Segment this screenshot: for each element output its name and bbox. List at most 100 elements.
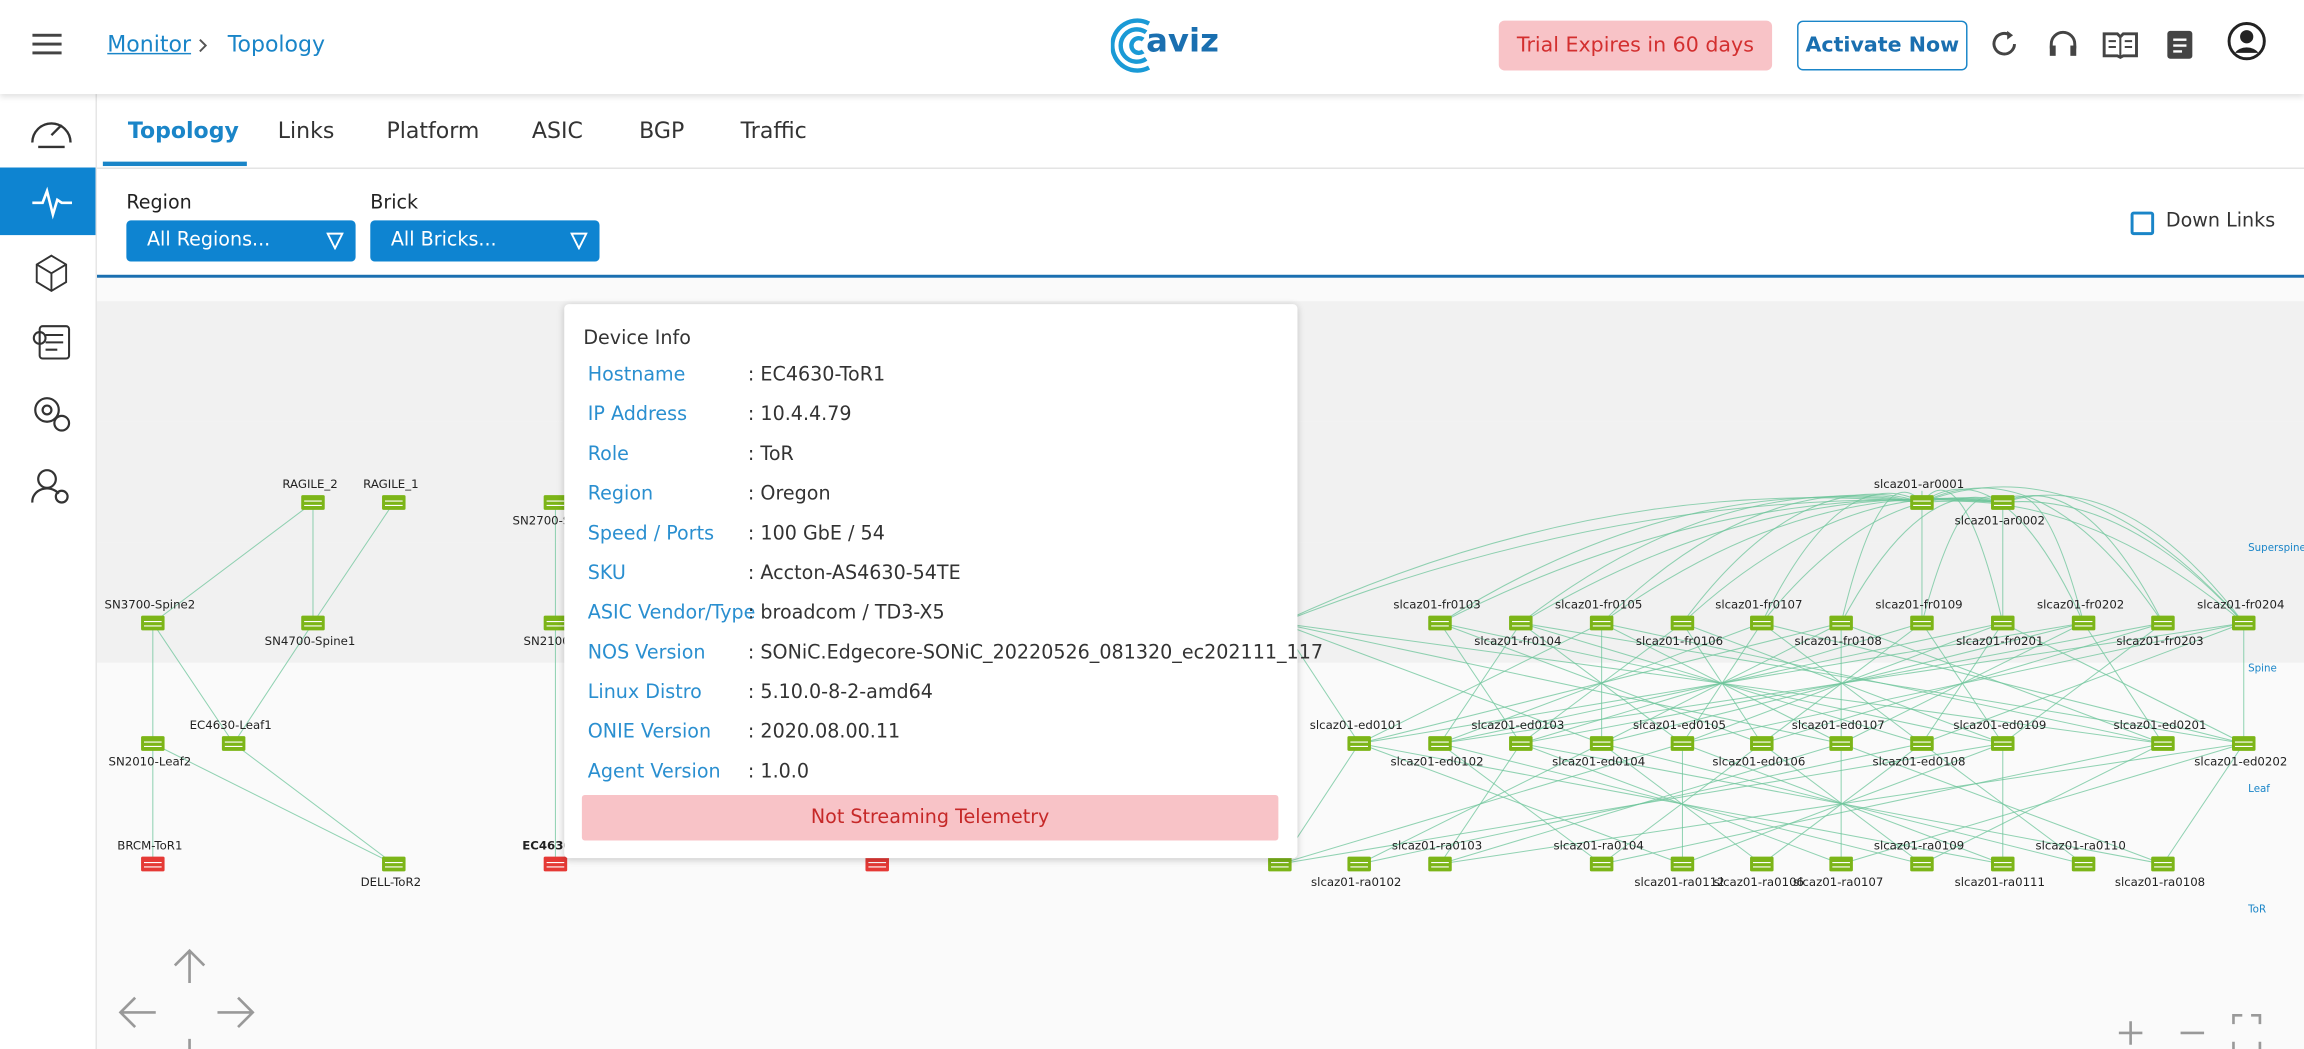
device-node[interactable]: DELL-ToR2 [361,856,422,889]
device-node[interactable]: slcaz01-fr0109 [1875,597,1963,631]
device-node[interactable]: slcaz01-ra0103 [1392,838,1482,872]
tab[interactable]: Links [277,117,335,145]
device-label: slcaz01-fr0202 [2037,597,2124,611]
device-node[interactable]: slcaz01-ed0102 [1391,736,1484,769]
device-node[interactable]: slcaz01-ed0101 [1310,718,1403,751]
region-select[interactable]: All Regions... [126,220,356,262]
device-node[interactable]: slcaz01-ra0106 [1714,856,1804,889]
device-icon [2232,736,2256,751]
device-label: DELL-ToR2 [361,875,422,889]
device-node[interactable]: slcaz01-ra0110 [2035,838,2126,872]
sidebar [0,94,97,1049]
device-node[interactable]: slcaz01-fr0103 [1393,597,1481,631]
device-label: slcaz01-ed0109 [1953,718,2046,732]
device-node[interactable]: slcaz01-fr0104 [1474,615,1562,648]
device-node[interactable]: slcaz01-ar0002 [1955,495,2045,528]
device-node[interactable]: RAGILE_1 [363,477,419,510]
device-node[interactable]: slcaz01-ed0109 [1953,718,2046,751]
down-links-checkbox[interactable] [2130,211,2155,236]
profile-button[interactable] [2226,21,2267,62]
device-node[interactable]: slcaz01-ra0104 [1554,838,1644,872]
device-node[interactable]: slcaz01-fr0203 [2116,615,2204,648]
device-node[interactable]: EC4630-Leaf1 [190,718,272,751]
device-node[interactable]: SN3700-Spine2 [105,597,196,631]
device-node[interactable]: slcaz01-ra0109 [1874,838,1964,872]
brick-select[interactable]: All Bricks... [370,220,600,262]
device-label: EC4630-Leaf1 [190,718,272,732]
device-label: slcaz01-ra0112 [1634,875,1724,889]
device-node[interactable]: slcaz01-fr0107 [1715,597,1802,631]
link [1761,492,1923,624]
zoom-controls[interactable] [2118,1014,2262,1049]
device-ports [1832,620,1850,627]
breadcrumb-link[interactable]: Monitor [107,30,192,58]
device-node[interactable]: slcaz01-fr0106 [1636,615,1723,648]
device-icon [1670,736,1695,751]
device-ports [384,861,403,868]
breadcrumb-current: Topology [227,30,326,58]
device-node[interactable]: slcaz01-ra0111 [1955,856,2045,889]
device-ports [868,861,887,868]
device-label: SN3700-Spine2 [105,597,196,611]
config-nav[interactable] [32,325,71,360]
device-node[interactable]: slcaz01-ra0112 [1634,856,1725,889]
tab[interactable]: Topology [127,117,239,145]
device-node[interactable]: slcaz01-ed0106 [1712,736,1805,769]
notes-button[interactable] [2164,28,2196,60]
device-node[interactable]: slcaz01-ar0001 [1874,477,1964,510]
support-button[interactable] [2047,28,2079,60]
device-label: slcaz01-ed0201 [2114,718,2207,732]
device-node[interactable]: slcaz01-ed0108 [1873,736,1966,769]
menu-button[interactable] [32,32,62,56]
docs-button[interactable] [2101,28,2139,60]
users-nav[interactable] [31,469,69,504]
device-node[interactable]: slcaz01-ed0201 [2114,718,2207,751]
device-node[interactable]: slcaz01-fr0105 [1555,597,1642,631]
device-node[interactable]: slcaz01-ed0105 [1633,718,1726,751]
pan-controls[interactable] [118,948,255,1049]
device-node[interactable]: slcaz01-ed0103 [1471,718,1564,751]
device-node[interactable]: RAGILE_2 [282,477,338,510]
device-icon [1509,615,1533,631]
settings-nav[interactable] [34,397,71,432]
link [233,622,314,744]
device-node[interactable]: slcaz01-ed0107 [1792,718,1885,751]
tab[interactable]: BGP [639,117,685,145]
device-node[interactable]: slcaz01-ra0107 [1793,856,1883,889]
device-icon [1670,615,1695,631]
device-node[interactable]: slcaz01-ed0104 [1552,736,1645,769]
device-icon [1829,736,1853,751]
device-ports [1592,620,1611,627]
tab[interactable]: ASIC [531,117,583,145]
device-ports [1993,620,2012,627]
device-node[interactable]: SN2010-Leaf2 [108,736,191,769]
device-node[interactable]: slcaz01-ra0102 [1311,856,1401,889]
device-label: slcaz01-ed0107 [1792,718,1885,732]
refresh-button[interactable] [1988,28,2020,60]
device-icon [301,495,325,510]
device-node[interactable]: BRCM-ToR1 [117,838,182,872]
device-ports [1993,500,2012,507]
device-node[interactable]: slcaz01-fr0204 [2197,597,2284,631]
network-nav[interactable] [35,254,68,293]
device-icon [543,495,568,510]
tab[interactable]: Traffic [740,117,807,145]
device-icon [1910,736,1934,751]
device-icon [1670,856,1695,872]
device-node[interactable]: slcaz01-fr0201 [1956,615,2043,648]
device-icon [543,615,568,631]
link [1279,622,1602,744]
dashboard-nav[interactable] [31,122,72,149]
tab[interactable]: Platform [386,117,480,145]
info-label: ONIE Version [587,721,712,744]
region-value: All Regions... [146,229,271,252]
activate-button[interactable]: Activate Now [1797,20,1968,71]
device-node[interactable]: SN4700-Spine1 [265,615,356,648]
device-node[interactable]: slcaz01-ed0202 [2194,736,2287,769]
monitor-nav-active[interactable] [0,167,96,236]
device-node[interactable] [865,856,889,872]
device-node[interactable]: slcaz01-ra0108 [2115,856,2205,889]
device-node[interactable]: slcaz01-fr0108 [1795,615,1882,648]
device-node[interactable]: slcaz01-fr0202 [2037,597,2124,631]
device-ports [1431,861,1449,868]
